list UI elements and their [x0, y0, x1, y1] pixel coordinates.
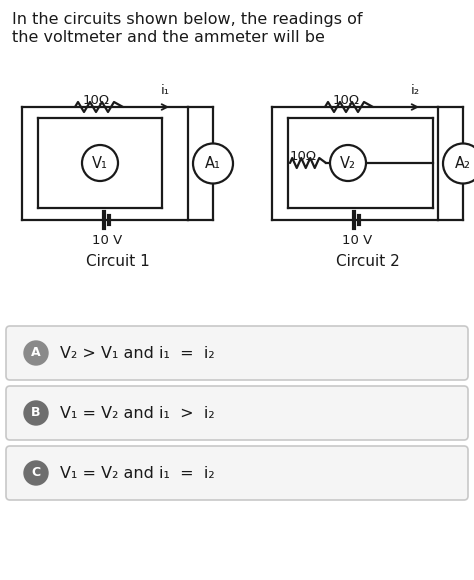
Text: B: B [31, 407, 41, 419]
Text: V₂: V₂ [340, 155, 356, 171]
Text: V₁ = V₂ and i₁  =  i₂: V₁ = V₂ and i₁ = i₂ [60, 466, 215, 480]
Circle shape [82, 145, 118, 181]
Text: i₁: i₁ [161, 84, 170, 97]
Text: Circuit 1: Circuit 1 [86, 254, 149, 269]
Circle shape [193, 143, 233, 183]
Text: A₁: A₁ [205, 156, 221, 171]
Text: 10Ω: 10Ω [290, 150, 317, 163]
Text: V₂ > V₁ and i₁  =  i₂: V₂ > V₁ and i₁ = i₂ [60, 346, 215, 361]
Text: V₁: V₁ [92, 155, 108, 171]
Text: C: C [31, 466, 41, 480]
Text: the voltmeter and the ammeter will be: the voltmeter and the ammeter will be [12, 30, 325, 45]
Circle shape [24, 341, 48, 365]
Text: 10Ω: 10Ω [83, 94, 110, 107]
Text: A: A [31, 346, 41, 360]
Text: A₂: A₂ [455, 156, 471, 171]
Circle shape [24, 461, 48, 485]
FancyBboxPatch shape [6, 326, 468, 380]
Circle shape [24, 401, 48, 425]
Text: i₂: i₂ [410, 84, 419, 97]
Text: Circuit 2: Circuit 2 [336, 254, 400, 269]
Text: 10Ω: 10Ω [333, 94, 360, 107]
Circle shape [443, 143, 474, 183]
Text: In the circuits shown below, the readings of: In the circuits shown below, the reading… [12, 12, 363, 27]
FancyBboxPatch shape [6, 446, 468, 500]
FancyBboxPatch shape [6, 386, 468, 440]
Circle shape [330, 145, 366, 181]
Text: 10 V: 10 V [342, 234, 372, 247]
Text: V₁ = V₂ and i₁  >  i₂: V₁ = V₂ and i₁ > i₂ [60, 405, 215, 420]
Text: 10 V: 10 V [92, 234, 122, 247]
